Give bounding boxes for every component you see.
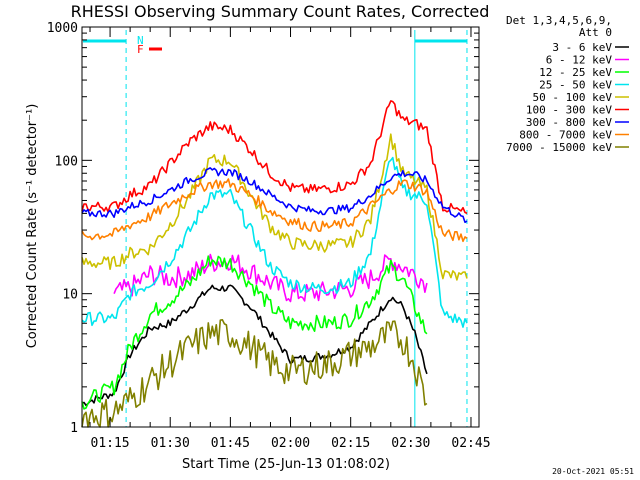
series-line-300-800-kev (81, 167, 468, 224)
series-line-50-100-kev (81, 133, 468, 281)
series-line-12-25-kev (81, 255, 428, 410)
series-line-800-7000-kev (81, 178, 468, 243)
series-line-3-6-kev (81, 284, 428, 407)
legend-label: 25 - 50 keV (539, 79, 612, 92)
legend-label: 300 - 800 keV (526, 116, 612, 129)
series-line-100-300-kev (81, 100, 468, 215)
x-tick-label: 02:30 (391, 436, 430, 451)
flag-indicators: NF (137, 34, 162, 56)
legend-header: Att 0 (579, 26, 612, 39)
flag-label-n: N (137, 34, 144, 47)
legend-label: 800 - 7000 keV (519, 129, 612, 142)
legend-label: 12 - 25 keV (539, 66, 612, 79)
x-tick-label: 01:15 (91, 436, 130, 451)
legend-label: 50 - 100 keV (533, 91, 613, 104)
legend-label: 3 - 6 keV (552, 41, 612, 54)
y-tick-label: 1 (70, 421, 78, 436)
x-tick-label: 01:45 (211, 436, 250, 451)
y-axis-label: Corrected Count Rate (s⁻¹ detector⁻¹) (25, 104, 40, 349)
chart-title: RHESSI Observing Summary Count Rates, Co… (71, 2, 490, 21)
x-tick-label: 02:15 (331, 436, 370, 451)
plot-area (81, 30, 468, 428)
legend-label: 6 - 12 keV (546, 54, 613, 67)
x-tick-label: 02:45 (451, 436, 490, 451)
x-tick-label: 01:30 (151, 436, 190, 451)
series-line-6-12-kev (113, 253, 428, 303)
y-tick-label: 10 (62, 288, 78, 303)
series-line-7000-15000-kev (81, 318, 428, 428)
x-axis-label: Start Time (25-Jun-13 01:08:02) (182, 457, 390, 472)
x-axis: 01:15 01:30 01:45 02:00 02:15 02:30 02:45 (89, 27, 491, 451)
plot-frame (81, 26, 480, 428)
series-line-25-50-kev (81, 156, 468, 328)
y-tick-label: 1000 (47, 21, 78, 36)
y-tick-label: 100 (55, 154, 78, 169)
generation-timestamp: 20-Oct-2021 05:51 (552, 467, 634, 476)
flag-label-f: F (137, 43, 144, 56)
legend-label: 100 - 300 keV (526, 104, 612, 117)
x-tick-label: 02:00 (271, 436, 310, 451)
legend-label: 7000 - 15000 keV (506, 141, 612, 154)
legend-header: Det 1,3,4,5,6,9, (506, 14, 612, 27)
